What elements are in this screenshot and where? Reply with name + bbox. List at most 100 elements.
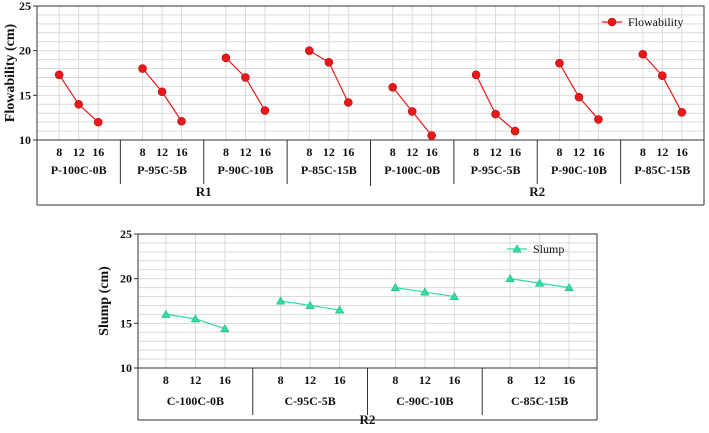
data-point xyxy=(138,64,147,73)
x-tick-label: 16 xyxy=(176,145,188,159)
x-tick-label: 8 xyxy=(392,373,398,387)
data-point xyxy=(93,117,103,127)
data-point xyxy=(449,291,460,300)
legend-label: Slump xyxy=(533,242,564,256)
y-tick-label: 20 xyxy=(19,44,31,58)
group-label: C-85C-15B xyxy=(511,394,568,408)
x-tick-label: 12 xyxy=(406,145,418,159)
x-tick-label: 8 xyxy=(640,145,646,159)
group-label: C-100C-0B xyxy=(167,394,224,408)
x-tick-label: 16 xyxy=(448,373,460,387)
data-point xyxy=(388,82,397,92)
data-point xyxy=(221,53,231,63)
data-point xyxy=(658,71,667,80)
y-tick-label: 15 xyxy=(120,316,132,330)
x-tick-label: 16 xyxy=(334,373,346,387)
data-point xyxy=(564,282,574,291)
data-point xyxy=(471,70,481,80)
grid-lines xyxy=(37,5,704,141)
y-tick-label: 10 xyxy=(19,133,31,147)
data-point xyxy=(574,92,584,102)
group-label: C-95C-5B xyxy=(284,394,335,408)
data-point xyxy=(275,296,286,305)
data-point xyxy=(638,49,648,59)
x-tick-label: 12 xyxy=(490,145,502,159)
y-tick-label: 10 xyxy=(120,361,132,375)
data-point xyxy=(220,323,230,333)
x-tick-label: 8 xyxy=(556,145,562,159)
group-label: P-95C-5B xyxy=(137,163,187,177)
data-point xyxy=(324,57,334,67)
x-tick-label: 16 xyxy=(342,145,354,159)
data-point xyxy=(344,98,353,107)
y-tick-label: 25 xyxy=(19,0,31,13)
data-point xyxy=(305,46,314,55)
x-tick-label: 16 xyxy=(92,145,104,159)
data-point xyxy=(74,99,83,109)
y-axis-label: Slump (cm) xyxy=(97,266,112,336)
x-tick-label: 8 xyxy=(223,145,229,159)
region-label: R1 xyxy=(196,184,212,199)
data-point xyxy=(54,70,64,80)
x-tick-label: 8 xyxy=(56,145,62,159)
group-label: P-100C-0B xyxy=(51,163,107,177)
x-tick-label: 12 xyxy=(239,145,251,159)
group-label: P-90C-10B xyxy=(217,163,273,177)
data-point xyxy=(241,73,250,82)
data-point xyxy=(420,287,430,296)
legend-label: Flowability xyxy=(628,15,683,29)
data-point xyxy=(305,300,315,309)
x-tick-label: 12 xyxy=(656,145,668,159)
x-tick-label: 8 xyxy=(306,145,312,159)
x-tick-label: 12 xyxy=(419,373,431,387)
data-point xyxy=(534,278,545,287)
chart-2: 10 15 20 25 Slump (cm) 8 12 16 C-100C-0B 8 12 16 C-9… xyxy=(97,227,598,427)
data-point xyxy=(505,273,515,283)
data-point xyxy=(260,106,270,115)
x-tick-label: 12 xyxy=(534,373,546,387)
x-tick-label: 12 xyxy=(73,145,85,159)
x-tick-label: 16 xyxy=(426,145,438,159)
x-tick-label: 16 xyxy=(676,145,688,159)
data-point xyxy=(510,126,520,136)
x-tick-label: 12 xyxy=(189,373,201,387)
data-point xyxy=(407,107,417,116)
data-point xyxy=(677,108,687,117)
x-tick-label: 12 xyxy=(156,145,168,159)
group-label: P-100C-0B xyxy=(384,163,440,177)
x-tick-label: 16 xyxy=(219,373,231,387)
data-point xyxy=(190,314,201,323)
x-tick-label: 8 xyxy=(163,373,169,387)
legend-marker xyxy=(607,17,617,27)
region-label: R2 xyxy=(360,412,376,427)
region-label: R2 xyxy=(529,184,545,199)
y-tick-label: 20 xyxy=(120,272,132,286)
x-tick-label: 16 xyxy=(592,145,604,159)
data-point xyxy=(177,116,186,126)
data-point xyxy=(555,58,564,68)
plot-frame xyxy=(137,233,598,369)
data-point xyxy=(157,87,167,97)
x-tick-label: 16 xyxy=(509,145,521,159)
data-point xyxy=(161,309,171,318)
x-tick-label: 8 xyxy=(473,145,479,159)
data-point xyxy=(491,109,500,119)
group-label: P-85C-15B xyxy=(634,163,690,177)
x-tick-label: 16 xyxy=(563,373,575,387)
x-tick-label: 8 xyxy=(140,145,146,159)
y-tick-label: 25 xyxy=(120,227,132,241)
data-point xyxy=(390,282,401,291)
group-label: P-95C-5B xyxy=(471,163,521,177)
legend-marker xyxy=(512,244,522,253)
data-point xyxy=(594,115,603,124)
data-point xyxy=(427,131,436,140)
group-label: P-90C-10B xyxy=(551,163,607,177)
x-tick-label: 12 xyxy=(573,145,585,159)
data-point xyxy=(334,305,345,314)
group-label: C-90C-10B xyxy=(396,394,453,408)
y-axis-label: Flowability (cm) xyxy=(3,23,18,122)
x-tick-label: 16 xyxy=(259,145,271,159)
x-tick-label: 8 xyxy=(507,373,513,387)
